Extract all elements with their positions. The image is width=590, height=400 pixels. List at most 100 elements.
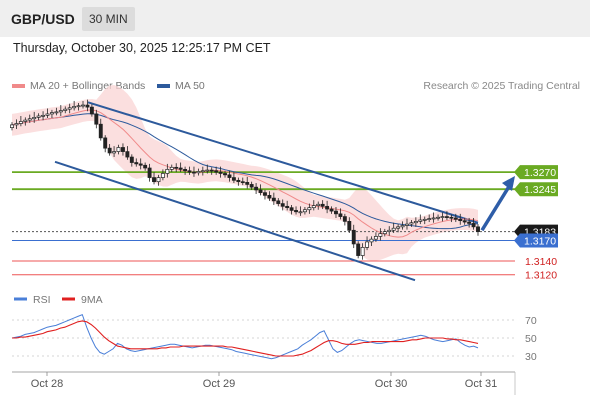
level-tag-text-1.3245: 1.3245	[524, 184, 556, 196]
candle-body	[276, 200, 281, 204]
candle-body	[134, 162, 139, 165]
candle-body	[45, 113, 50, 116]
candle-body	[360, 247, 365, 256]
legend-ma50-label: MA 50	[175, 80, 205, 92]
candle-body	[351, 229, 356, 245]
candle-body	[98, 123, 103, 139]
candle-body	[289, 207, 294, 211]
candle-body	[107, 147, 112, 154]
candle-body	[254, 186, 259, 191]
legend-ma50: MA 50	[157, 80, 205, 92]
candle-body	[453, 217, 458, 220]
candle-body	[347, 221, 352, 231]
candle-body	[85, 104, 90, 108]
timestamp: Thursday, October 30, 2025 12:25:17 PM C…	[13, 41, 271, 55]
candle-body	[285, 205, 290, 209]
x-tick-label: Oct 31	[465, 378, 497, 390]
candle-body	[231, 177, 236, 181]
candle-body	[440, 216, 445, 218]
candle-body	[209, 169, 214, 172]
candle-body	[245, 182, 250, 185]
candle-body	[418, 219, 423, 222]
candle-body	[311, 205, 316, 209]
candle-body	[121, 147, 125, 152]
candle-body	[307, 207, 312, 211]
candle-body	[227, 174, 232, 178]
candle-body	[32, 117, 37, 120]
candle-body	[467, 221, 472, 224]
level-tag-text-1.3170: 1.3170	[524, 236, 556, 248]
candle-body	[462, 220, 467, 223]
candle-body	[471, 223, 476, 228]
candle-body	[400, 225, 405, 228]
level-tag-1.3170	[514, 233, 558, 248]
candle-body	[342, 216, 347, 222]
candle-body	[112, 151, 117, 154]
ma20-swatch	[12, 84, 25, 89]
rsi-ma-legend-label: 9MA	[81, 294, 103, 306]
candle-body	[427, 218, 432, 220]
header-bar: GBP/USD 30 MIN	[0, 0, 590, 37]
candle-body	[387, 229, 392, 232]
candle-body	[369, 238, 374, 243]
candle-body	[143, 164, 148, 169]
candle-body	[356, 243, 361, 256]
candle-body	[49, 112, 54, 115]
candle-body	[431, 217, 436, 220]
candle-body	[382, 231, 387, 235]
candle-body	[316, 203, 321, 206]
forecast-arrow-head	[502, 175, 515, 191]
candle-body	[378, 233, 383, 237]
x-tick-label: Oct 29	[203, 378, 235, 390]
candle-body	[160, 173, 165, 178]
candle-body	[413, 221, 418, 224]
candle-body	[63, 108, 68, 111]
candle-body	[18, 121, 23, 124]
ma50-line	[11, 113, 479, 230]
candle-body	[165, 169, 170, 174]
x-tick-label: Oct 30	[375, 378, 407, 390]
forecast-arrow-shaft	[480, 184, 512, 232]
candle-body	[192, 171, 196, 174]
candle-body	[267, 195, 272, 199]
candles	[10, 99, 480, 260]
candle-body	[373, 236, 378, 240]
candle-body	[240, 181, 245, 184]
candle-body	[338, 213, 343, 217]
candle-body	[196, 171, 201, 174]
candle-body	[58, 110, 63, 113]
candle-body	[258, 189, 263, 193]
candle-body	[396, 226, 401, 229]
candle-body	[67, 107, 72, 110]
candle-body	[178, 167, 183, 170]
candle-body	[174, 166, 179, 169]
candle-body	[183, 169, 188, 172]
timeframe-button[interactable]: 30 MIN	[82, 7, 135, 31]
trend-line-upper	[87, 101, 479, 224]
level-label-1.3140: 1.3140	[525, 256, 557, 268]
candle-body	[263, 192, 267, 196]
candle-body	[218, 171, 223, 174]
candle-body	[169, 166, 174, 170]
candle-body	[223, 173, 227, 176]
rsi-tick-70: 70	[525, 315, 537, 327]
rsi-legend-label: RSI	[33, 294, 51, 306]
candle-body	[14, 123, 19, 126]
candle-body	[152, 177, 156, 183]
x-tick-label: Oct 28	[31, 378, 63, 390]
candle-body	[422, 218, 427, 221]
candle-body	[449, 216, 454, 219]
candle-body	[280, 203, 285, 207]
candle-body	[391, 227, 396, 231]
candle-body	[214, 170, 219, 173]
candle-body	[444, 216, 449, 218]
candle-body	[409, 222, 414, 225]
rsi-line	[11, 313, 479, 360]
candle-body	[27, 118, 32, 121]
candle-body	[147, 167, 152, 178]
candle-body	[54, 111, 59, 114]
candle-body	[365, 241, 369, 248]
candle-body	[205, 169, 210, 172]
candle-body	[94, 113, 99, 125]
